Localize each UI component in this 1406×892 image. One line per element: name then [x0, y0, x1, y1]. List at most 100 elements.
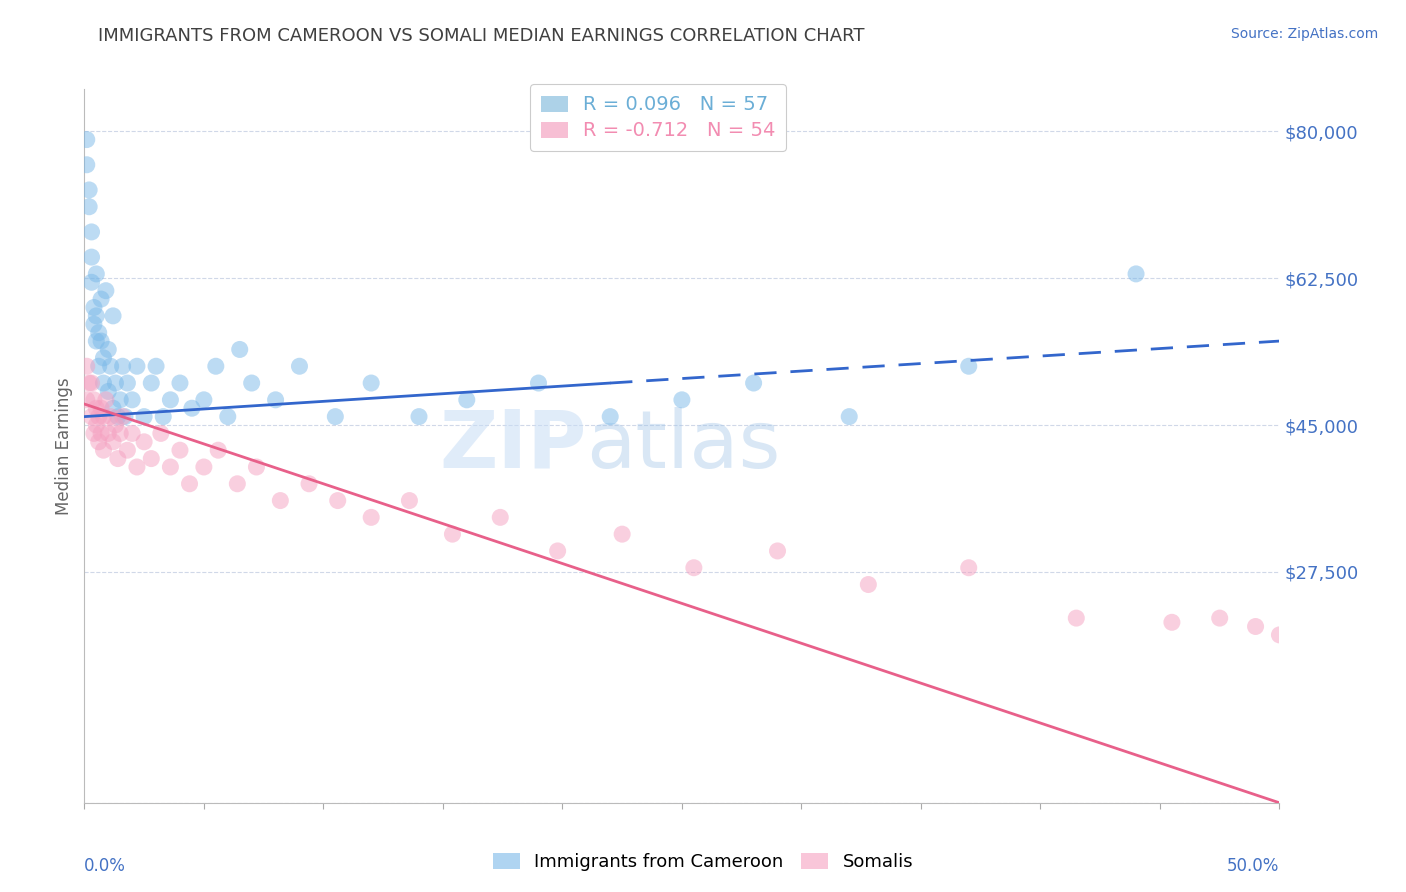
Point [205, 359, 228, 374]
Point [121, 392, 143, 407]
Point [360, 510, 382, 524]
Point [94, 392, 117, 407]
Point [456, 392, 478, 407]
Point [86, 267, 108, 281]
Point [86, 401, 108, 416]
Point [325, 409, 347, 424]
Point [80, 376, 103, 390]
Point [489, 510, 512, 524]
Point [240, 376, 263, 390]
Point [117, 443, 139, 458]
Point [159, 392, 181, 407]
Point [80, 225, 103, 239]
Point [104, 376, 127, 390]
Legend: R = 0.096   N = 57, R = -0.712   N = 54: R = 0.096 N = 57, R = -0.712 N = 54 [530, 84, 786, 151]
Point [86, 417, 108, 432]
Point [101, 401, 124, 416]
Point [86, 334, 108, 348]
Point [193, 392, 215, 407]
Point [132, 409, 156, 424]
Point [100, 409, 122, 424]
Point [179, 476, 201, 491]
Point [100, 359, 122, 374]
Text: IMMIGRANTS FROM CAMEROON VS SOMALI MEDIAN EARNINGS CORRELATION CHART: IMMIGRANTS FROM CAMEROON VS SOMALI MEDIA… [98, 27, 865, 45]
Text: 50.0%: 50.0% [1227, 857, 1279, 875]
Point [125, 359, 148, 374]
Point [671, 392, 693, 407]
Point [766, 544, 789, 558]
Point [207, 443, 229, 458]
Point [169, 443, 191, 458]
Point [76, 158, 98, 172]
Point [107, 451, 129, 466]
Point [87, 359, 110, 374]
Point [90, 334, 112, 348]
Point [93, 376, 115, 390]
Point [441, 527, 464, 541]
Point [107, 409, 129, 424]
Point [111, 409, 134, 424]
Point [93, 443, 115, 458]
Point [97, 343, 120, 357]
Point [114, 409, 136, 424]
Point [90, 426, 112, 441]
Point [83, 318, 105, 332]
Point [1268, 628, 1291, 642]
Point [145, 359, 167, 374]
Point [90, 292, 112, 306]
Point [76, 132, 98, 146]
Point [1125, 267, 1147, 281]
Point [83, 301, 105, 315]
Point [398, 493, 420, 508]
Point [104, 417, 127, 432]
Point [226, 476, 249, 491]
Point [229, 343, 252, 357]
Point [298, 476, 321, 491]
Point [90, 401, 112, 416]
Point [93, 409, 115, 424]
Point [288, 359, 311, 374]
Point [169, 376, 191, 390]
Point [97, 384, 120, 399]
Point [193, 460, 215, 475]
Point [121, 426, 143, 441]
Point [957, 359, 980, 374]
Point [110, 392, 132, 407]
Text: atlas: atlas [586, 407, 780, 485]
Point [80, 275, 103, 289]
Point [111, 359, 134, 374]
Point [83, 392, 105, 407]
Point [83, 426, 105, 441]
Point [159, 460, 181, 475]
Point [858, 577, 880, 591]
Point [742, 376, 765, 390]
Y-axis label: Median Earnings: Median Earnings [55, 377, 73, 515]
Point [77, 183, 100, 197]
Text: ZIP: ZIP [439, 407, 586, 485]
Point [181, 401, 204, 416]
Point [599, 409, 621, 424]
Text: Source: ZipAtlas.com: Source: ZipAtlas.com [1230, 27, 1378, 41]
Point [77, 200, 100, 214]
Point [76, 392, 98, 407]
Point [547, 544, 569, 558]
Point [94, 284, 117, 298]
Point [101, 434, 124, 449]
Point [141, 451, 163, 466]
Point [80, 409, 103, 424]
Point [87, 326, 110, 340]
Point [97, 426, 120, 441]
Point [87, 434, 110, 449]
Point [326, 493, 349, 508]
Point [86, 309, 108, 323]
Point [838, 409, 860, 424]
Point [117, 376, 139, 390]
Point [141, 376, 163, 390]
Point [683, 560, 706, 574]
Point [93, 351, 115, 365]
Point [217, 409, 239, 424]
Legend: Immigrants from Cameroon, Somalis: Immigrants from Cameroon, Somalis [485, 846, 921, 879]
Point [132, 434, 156, 449]
Point [408, 409, 430, 424]
Point [125, 460, 148, 475]
